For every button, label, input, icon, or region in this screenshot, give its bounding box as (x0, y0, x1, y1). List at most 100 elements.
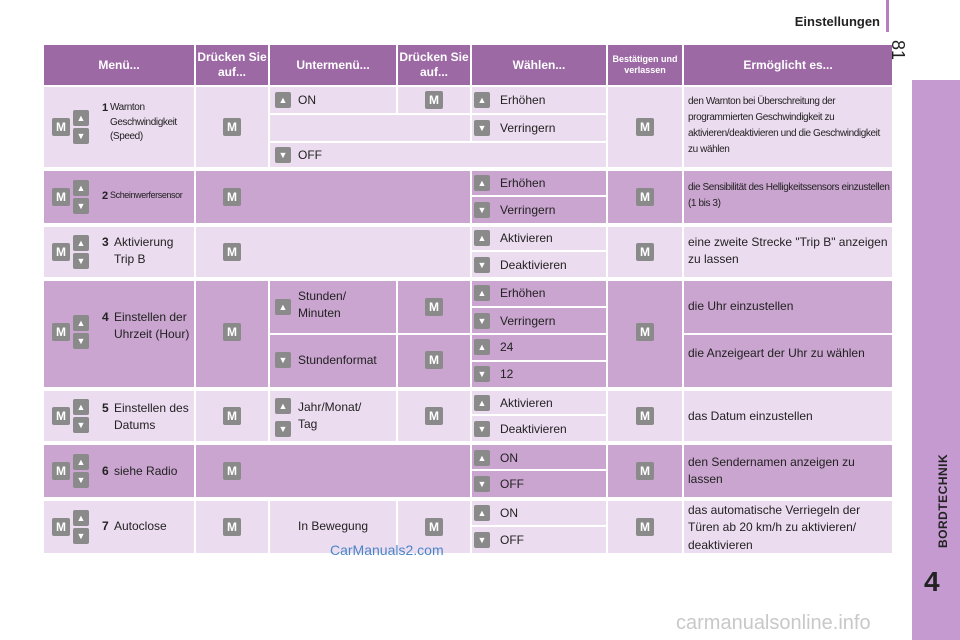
row1-choice-2-cell (472, 115, 606, 141)
row4-choice-4-cell (472, 362, 606, 387)
arrow-down-icon: ▼ (474, 313, 490, 329)
m-key-icon: M (223, 188, 241, 206)
m-key-icon: M (636, 118, 654, 136)
row4-choice-1-cell (472, 281, 606, 306)
row5-choice-1-cell (472, 391, 606, 414)
row1-number: 1 (102, 102, 108, 114)
watermark-footer: carmanualsonline.info (676, 612, 871, 634)
row1-result: den Warnton bei Überschreitung der progr… (688, 96, 880, 155)
col-header-confirm: Bestätigen und verlassen (608, 45, 682, 85)
m-key-icon: M (223, 462, 241, 480)
m-key-icon: M (425, 351, 443, 369)
row6-result-cell (684, 445, 892, 497)
arrow-down-icon: ▼ (73, 333, 89, 349)
section-title: Einstellungen (794, 14, 880, 29)
row5-sub-cell (270, 391, 396, 441)
row2-choice-2-cell (472, 197, 606, 223)
m-key-icon: M (52, 518, 70, 536)
row6-choice-1: ON (500, 451, 518, 465)
row4-result-2-cell (684, 335, 892, 387)
m-key-icon: M (52, 407, 70, 425)
row5-menu-label: Einstellen des Datums (114, 401, 189, 433)
m-key-icon: M (636, 323, 654, 341)
m-key-icon: M (425, 407, 443, 425)
arrow-up-icon: ▲ (73, 110, 89, 126)
m-key-icon: M (636, 188, 654, 206)
m-key-icon: M (52, 243, 70, 261)
arrow-down-icon: ▼ (275, 421, 291, 437)
arrow-up-icon: ▲ (474, 505, 490, 521)
arrow-down-icon: ▼ (73, 198, 89, 214)
row4-number: 4 (102, 310, 109, 324)
arrow-down-icon: ▼ (73, 128, 89, 144)
m-key-icon: M (52, 323, 70, 341)
m-key-icon: M (425, 518, 443, 536)
row4-choice-1: Erhöhen (500, 286, 546, 300)
row7-result: das automatische Verriegeln der Türen ab… (688, 503, 861, 552)
arrow-up-icon: ▲ (73, 180, 89, 196)
row6-result: den Sendernamen anzeigen zu lassen (688, 455, 855, 487)
arrow-down-icon: ▼ (73, 417, 89, 433)
col-header-press: Drücken Sie auf... (196, 45, 268, 85)
row2-result-cell (684, 171, 892, 223)
row1-sub-off: OFF (298, 148, 322, 162)
arrow-up-icon: ▲ (474, 175, 490, 191)
row7-menu-label: Autoclose (114, 519, 167, 533)
arrow-up-icon: ▲ (73, 235, 89, 251)
row4-choice-2: Verringern (500, 314, 556, 328)
row7-choice-1-cell (472, 501, 606, 525)
row3-choice-1: Aktivieren (500, 231, 553, 245)
col-header-submenu: Untermenü... (270, 45, 396, 85)
row3-result: eine zweite Strecke "Trip B" anzeigen zu… (688, 235, 888, 267)
row1-choice-1: Erhöhen (500, 93, 546, 107)
arrow-up-icon: ▲ (73, 454, 89, 470)
row7-sub-cell (270, 501, 396, 553)
row4-choice-2-cell (472, 308, 606, 333)
row7-choice-1: ON (500, 506, 518, 520)
arrow-up-icon: ▲ (474, 450, 490, 466)
m-key-icon: M (425, 298, 443, 316)
row2-choice-2: Verringern (500, 203, 556, 217)
col-header-press-2: Drücken Sie auf... (398, 45, 470, 85)
row7-choice-2: OFF (500, 533, 524, 547)
row1-sub-on-cell (270, 87, 396, 113)
row3-choice-2-cell (472, 252, 606, 277)
arrow-down-icon: ▼ (474, 120, 490, 136)
chapter-tab (912, 80, 960, 640)
row4-result-1: die Uhr einzustellen (688, 299, 794, 313)
row3-menu-label: Aktivierung Trip B (114, 235, 174, 267)
row1-result-cell (684, 87, 892, 167)
col-header-result: Ermöglicht es... (684, 45, 892, 85)
m-key-icon: M (223, 243, 241, 261)
row4-sub-1: Stunden/ Minuten (298, 289, 347, 321)
arrow-down-icon: ▼ (474, 476, 490, 492)
m-key-icon: M (52, 118, 70, 136)
row5-sub-label: Jahr/Monat/ Tag (298, 400, 362, 432)
row4-menu-label: Einstellen der Uhrzeit (Hour) (114, 310, 190, 342)
row5-result: das Datum einzustellen (688, 409, 813, 423)
watermark-link[interactable]: CarManuals2.com (330, 542, 444, 558)
arrow-up-icon: ▲ (73, 315, 89, 331)
chapter-label: BORDTECHNIK (936, 453, 950, 548)
arrow-up-icon: ▲ (73, 399, 89, 415)
chapter-number: 4 (924, 566, 940, 597)
arrow-up-icon: ▲ (474, 395, 490, 411)
row2-number: 2 (102, 190, 108, 202)
arrow-up-icon: ▲ (275, 398, 291, 414)
row1-sub-on: ON (298, 93, 316, 107)
m-key-icon: M (52, 462, 70, 480)
m-key-icon: M (636, 462, 654, 480)
arrow-up-icon: ▲ (275, 92, 291, 108)
row5-choice-1: Aktivieren (500, 396, 553, 410)
row3-press-cell (196, 227, 470, 277)
m-key-icon: M (223, 518, 241, 536)
row6-menu-label: siehe Radio (114, 464, 178, 478)
m-key-icon: M (636, 518, 654, 536)
arrow-down-icon: ▼ (474, 421, 490, 437)
row7-result-cell (684, 501, 892, 553)
arrow-down-icon: ▼ (73, 253, 89, 269)
row7-number: 7 (102, 519, 109, 533)
row1-sub-off-cell (270, 143, 606, 167)
row1-menu-label: Warnton Geschwindigkeit (Speed) (110, 102, 177, 142)
row2-press-cell (196, 171, 470, 223)
